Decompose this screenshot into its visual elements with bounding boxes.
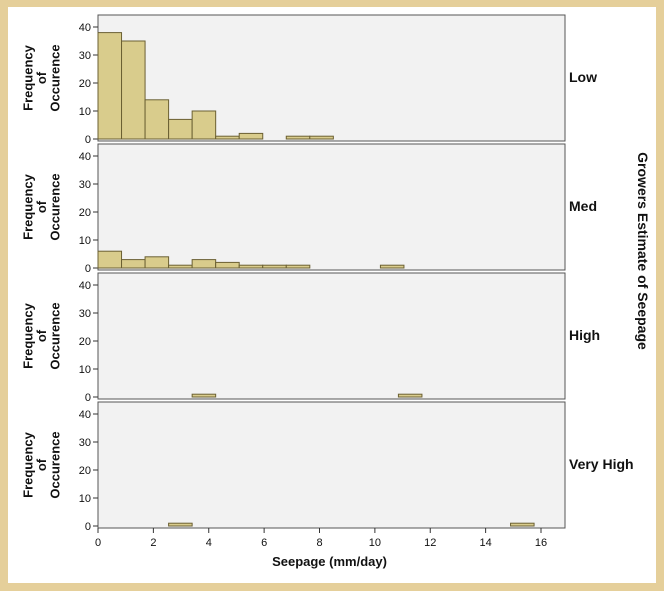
y-axis-title: FrequencyofOccurence bbox=[20, 431, 62, 498]
y-tick-label: 30 bbox=[79, 308, 91, 320]
y-axis-title-line: of bbox=[34, 458, 49, 471]
panel-low: 0 10 20 30 40 FrequencyofOccurence Low bbox=[20, 14, 597, 146]
chart-frame: 0 10 20 30 40 FrequencyofOccurence Low 0 10 20 30 4… bbox=[8, 7, 656, 583]
panel-background bbox=[97, 401, 566, 529]
y-tick-label: 10 bbox=[79, 235, 91, 247]
x-tick-label: 2 bbox=[150, 537, 156, 549]
y-tick-label: 30 bbox=[79, 179, 91, 191]
x-tick-label: 10 bbox=[369, 537, 381, 549]
y-tick-label: 0 bbox=[85, 521, 91, 533]
x-tick-label: 12 bbox=[424, 537, 436, 549]
y-axis-title-line: Occurence bbox=[48, 302, 63, 369]
histogram-bar bbox=[121, 40, 146, 140]
histogram-bar bbox=[238, 264, 264, 269]
y-axis-title-line: of bbox=[34, 329, 49, 342]
facet-label: Low bbox=[569, 69, 597, 85]
y-tick-label: 20 bbox=[79, 78, 91, 90]
x-tick-label: 4 bbox=[206, 537, 212, 549]
y-axis-title-line: Occurence bbox=[48, 173, 63, 240]
y-axis-title-line: of bbox=[34, 71, 49, 84]
y-tick-label: 40 bbox=[79, 280, 91, 292]
histogram-bar bbox=[144, 99, 170, 140]
histogram-bar bbox=[191, 393, 217, 398]
y-tick-label: 0 bbox=[85, 134, 91, 146]
y-tick-label: 10 bbox=[79, 493, 91, 505]
facet-label: High bbox=[569, 327, 600, 343]
x-tick-label: 6 bbox=[261, 537, 267, 549]
y-axis-title-line: Occurence bbox=[48, 44, 63, 111]
facet-variable-title: Growers Estimate of Seepage bbox=[635, 152, 651, 350]
panel-med: 0 10 20 30 40 FrequencyofOccurence Med bbox=[20, 143, 597, 275]
histogram-bar bbox=[379, 264, 405, 269]
y-axis-title-line: Frequency bbox=[20, 44, 35, 111]
histogram-bar bbox=[168, 522, 193, 527]
y-tick-label: 40 bbox=[79, 409, 91, 421]
histogram-bar bbox=[168, 118, 193, 140]
y-axis-title-line: of bbox=[34, 200, 49, 213]
y-tick-label: 0 bbox=[85, 263, 91, 275]
histogram-bar bbox=[510, 522, 535, 527]
histogram-bar bbox=[238, 132, 264, 140]
x-tick-label: 0 bbox=[95, 537, 101, 549]
y-axis-title-line: Occurence bbox=[48, 431, 63, 498]
y-tick-label: 10 bbox=[79, 364, 91, 376]
histogram-bar bbox=[168, 264, 193, 269]
y-tick-label: 30 bbox=[79, 437, 91, 449]
panel-background bbox=[97, 143, 566, 271]
x-tick-label: 8 bbox=[316, 537, 322, 549]
panel-very-high: 0 10 20 30 40 FrequencyofOccurence Very High bbox=[20, 401, 634, 533]
histogram-bar bbox=[97, 32, 123, 140]
facet-label: Med bbox=[569, 198, 597, 214]
x-tick-label: 16 bbox=[535, 537, 547, 549]
y-tick-label: 20 bbox=[79, 336, 91, 348]
histogram-bar bbox=[191, 259, 217, 269]
y-axis-title-line: Frequency bbox=[20, 431, 35, 498]
y-axis-title-line: Frequency bbox=[20, 302, 35, 369]
x-tick-label: 14 bbox=[480, 537, 492, 549]
histogram-bar bbox=[144, 256, 170, 269]
y-tick-label: 20 bbox=[79, 207, 91, 219]
y-tick-label: 30 bbox=[79, 50, 91, 62]
y-tick-label: 0 bbox=[85, 392, 91, 404]
x-axis-title: Seepage (mm/day) bbox=[272, 554, 387, 569]
y-tick-label: 10 bbox=[79, 106, 91, 118]
y-tick-label: 40 bbox=[79, 151, 91, 163]
y-axis-title-line: Frequency bbox=[20, 173, 35, 240]
histogram-bar bbox=[215, 135, 240, 140]
histogram-bar bbox=[285, 135, 311, 140]
histogram-bar bbox=[285, 264, 311, 269]
histogram-bar bbox=[121, 259, 146, 269]
y-axis-title: FrequencyofOccurence bbox=[20, 302, 62, 369]
histogram-bar bbox=[191, 110, 217, 140]
y-axis-title: FrequencyofOccurence bbox=[20, 44, 62, 111]
histogram-bar bbox=[262, 264, 287, 269]
panel-background bbox=[97, 272, 566, 400]
y-tick-label: 20 bbox=[79, 465, 91, 477]
panel-high: 0 10 20 30 40 FrequencyofOccurence High bbox=[20, 272, 600, 404]
histogram-bar bbox=[97, 250, 123, 269]
facet-label: Very High bbox=[569, 456, 634, 472]
y-axis-title: FrequencyofOccurence bbox=[20, 173, 62, 240]
histogram-bar bbox=[215, 261, 240, 269]
histogram-bar bbox=[397, 393, 423, 398]
histogram-bar bbox=[309, 135, 334, 140]
y-tick-label: 40 bbox=[79, 22, 91, 34]
